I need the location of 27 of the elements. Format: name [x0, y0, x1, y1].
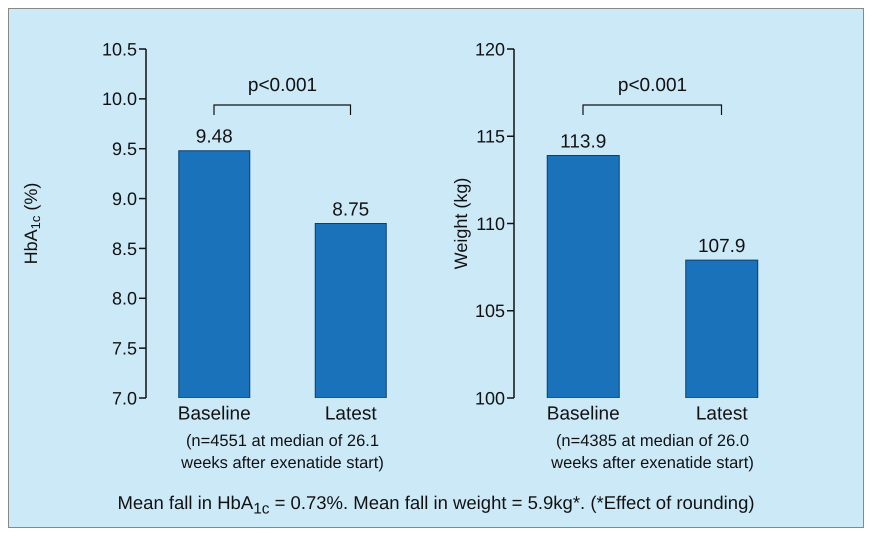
data-label: 107.9 [698, 236, 746, 258]
data-label: 9.48 [196, 126, 233, 148]
x-axis-title: (n=4551 at median of 26.1 weeks after exenatide start) [180, 431, 385, 474]
y-tick-label: 7.0 [112, 388, 137, 408]
data-label: 113.9 [560, 131, 606, 152]
y-tick-label: 120 [474, 39, 505, 60]
y-tick-label: 7.5 [112, 338, 137, 359]
y-tick-label: 8.5 [112, 238, 137, 259]
x-tick-label: Baseline [178, 403, 251, 424]
y-tick-label: 9.0 [112, 188, 137, 209]
y-tick-label: 110 [476, 214, 505, 234]
y-tick-label: 105 [474, 301, 505, 322]
y-tick-label: 100 [474, 388, 505, 408]
x-axis-title: (n=4385 at median of 26.0 weeks after exenatide start) [550, 431, 755, 474]
y-tick-label: 115 [476, 126, 505, 147]
y-tick-label: 10.5 [102, 39, 137, 60]
annotation: p<0.001 [616, 74, 688, 97]
x-tick-label: Baseline [546, 403, 620, 424]
data-label: 8.75 [332, 200, 370, 220]
x-tick-label: Latest [696, 403, 748, 424]
x-tick-label: Latest [324, 403, 378, 424]
y-tick-label: 10.0 [102, 89, 137, 110]
text: Mean fall in HbA$_{1c}$ = 0.73%. Mean fall in weight = 5.9kg*. (*Effect of rounding) [116, 492, 756, 519]
y-tick-label: 9.5 [112, 139, 137, 160]
y-axis-title: Weight (kg) [451, 178, 471, 270]
annotation: p<0.001 [246, 74, 318, 97]
y-tick-label: 8.0 [112, 288, 137, 309]
